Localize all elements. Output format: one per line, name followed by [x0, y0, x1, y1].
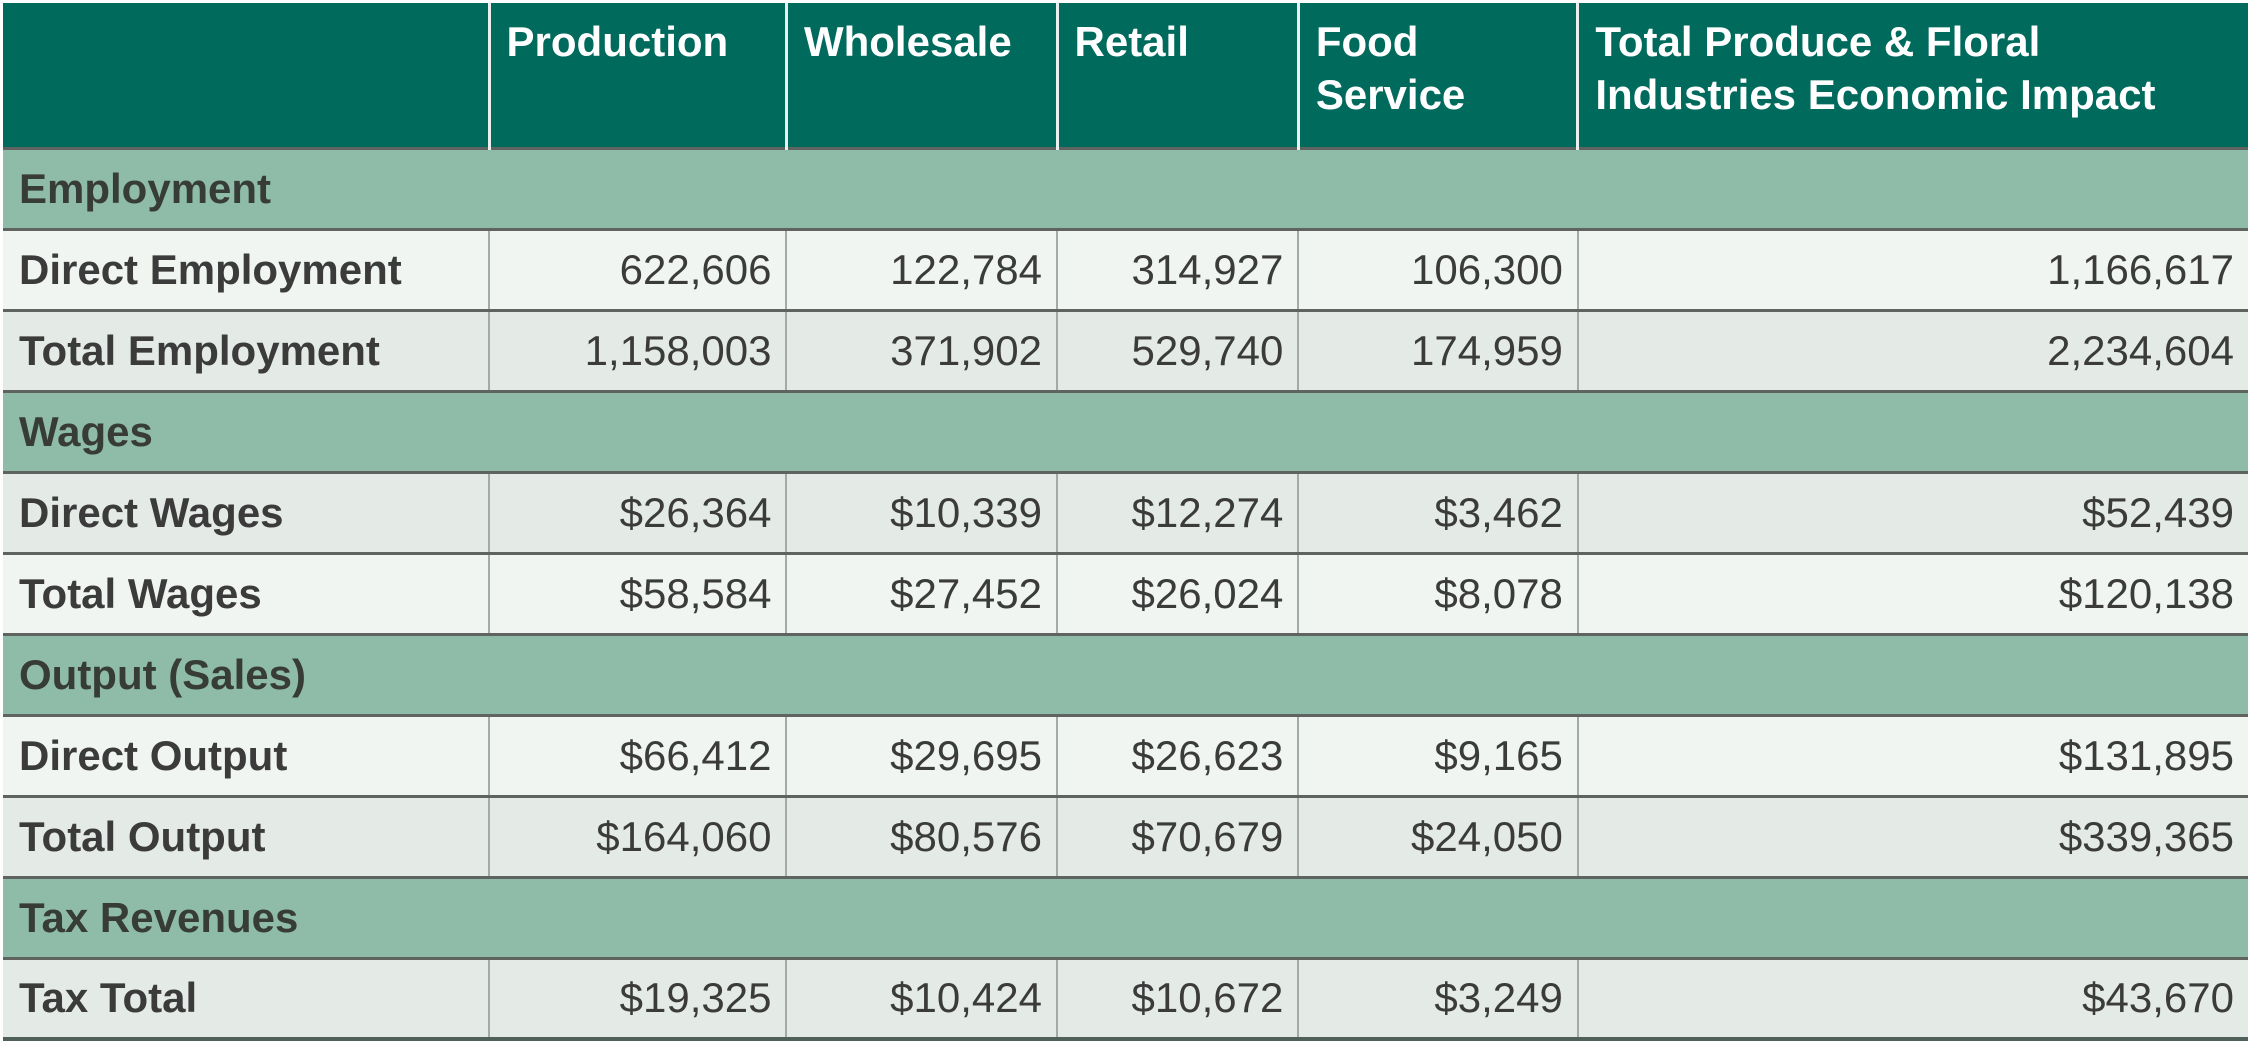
value-cell: 174,959 [1297, 308, 1578, 391]
header-row: Production Wholesale Retail Food Service… [3, 3, 2248, 148]
row-label: Total Output [3, 794, 490, 877]
value-cell: $27,452 [785, 551, 1057, 634]
value-cell: $10,424 [785, 956, 1057, 1039]
value-cell: $131,895 [1576, 713, 2248, 796]
section-label: Tax Revenues [3, 875, 2248, 958]
table-row-direct-output: Direct Output $66,412 $29,695 $26,623 $9… [3, 713, 2248, 796]
section-label: Wages [3, 389, 2248, 472]
column-header-total-impact: Total Produce & Floral Industries Econom… [1576, 3, 2248, 148]
section-row-wages: Wages [3, 389, 2248, 472]
value-cell: 122,784 [785, 227, 1057, 310]
table-row-direct-wages: Direct Wages $26,364 $10,339 $12,274 $3,… [3, 470, 2248, 553]
economic-impact-table: Production Wholesale Retail Food Service… [3, 3, 2248, 1041]
table-body: Employment Direct Employment 622,606 122… [3, 146, 2248, 1039]
value-cell: $24,050 [1297, 794, 1578, 877]
value-cell: $9,165 [1297, 713, 1578, 796]
section-label: Output (Sales) [3, 632, 2248, 715]
value-cell: $10,672 [1055, 956, 1299, 1039]
row-label: Direct Employment [3, 227, 490, 310]
section-row-tax-revenues: Tax Revenues [3, 875, 2248, 958]
value-cell: $120,138 [1576, 551, 2248, 634]
value-cell: $29,695 [785, 713, 1057, 796]
value-cell: $26,024 [1055, 551, 1299, 634]
value-cell: $66,412 [488, 713, 787, 796]
table-row-total-wages: Total Wages $58,584 $27,452 $26,024 $8,0… [3, 551, 2248, 634]
value-cell: $12,274 [1055, 470, 1299, 553]
value-cell: 106,300 [1297, 227, 1578, 310]
value-cell: $70,679 [1055, 794, 1299, 877]
section-row-output-sales: Output (Sales) [3, 632, 2248, 715]
value-cell: 622,606 [488, 227, 787, 310]
row-label: Total Wages [3, 551, 490, 634]
table-row-total-employment: Total Employment 1,158,003 371,902 529,7… [3, 308, 2248, 391]
value-cell: $52,439 [1576, 470, 2248, 553]
column-header-blank [3, 3, 490, 148]
column-header-retail: Retail [1055, 3, 1299, 148]
value-cell: $339,365 [1576, 794, 2248, 877]
value-cell: 2,234,604 [1576, 308, 2248, 391]
value-cell: 371,902 [785, 308, 1057, 391]
row-label: Total Employment [3, 308, 490, 391]
value-cell: $26,623 [1055, 713, 1299, 796]
value-cell: $58,584 [488, 551, 787, 634]
value-cell: $3,249 [1297, 956, 1578, 1039]
column-header-wholesale: Wholesale [784, 3, 1057, 148]
value-cell: $19,325 [488, 956, 787, 1039]
value-cell: $8,078 [1297, 551, 1578, 634]
table-header: Production Wholesale Retail Food Service… [3, 3, 2248, 148]
value-cell: $26,364 [488, 470, 787, 553]
table-row-direct-employment: Direct Employment 622,606 122,784 314,92… [3, 227, 2248, 310]
row-label: Direct Wages [3, 470, 490, 553]
value-cell: 314,927 [1055, 227, 1299, 310]
value-cell: $164,060 [488, 794, 787, 877]
value-cell: $80,576 [785, 794, 1057, 877]
section-row-employment: Employment [3, 146, 2248, 229]
column-header-food-service: Food Service [1296, 3, 1578, 148]
value-cell: $43,670 [1576, 956, 2248, 1039]
table-row-tax-total: Tax Total $19,325 $10,424 $10,672 $3,249… [3, 956, 2248, 1039]
row-label: Direct Output [3, 713, 490, 796]
column-header-production: Production [487, 3, 787, 148]
value-cell: $3,462 [1297, 470, 1578, 553]
value-cell: 1,158,003 [488, 308, 787, 391]
value-cell: 1,166,617 [1576, 227, 2248, 310]
value-cell: 529,740 [1055, 308, 1299, 391]
section-label: Employment [3, 146, 2248, 229]
value-cell: $10,339 [785, 470, 1057, 553]
row-label: Tax Total [3, 956, 490, 1039]
table-row-total-output: Total Output $164,060 $80,576 $70,679 $2… [3, 794, 2248, 877]
